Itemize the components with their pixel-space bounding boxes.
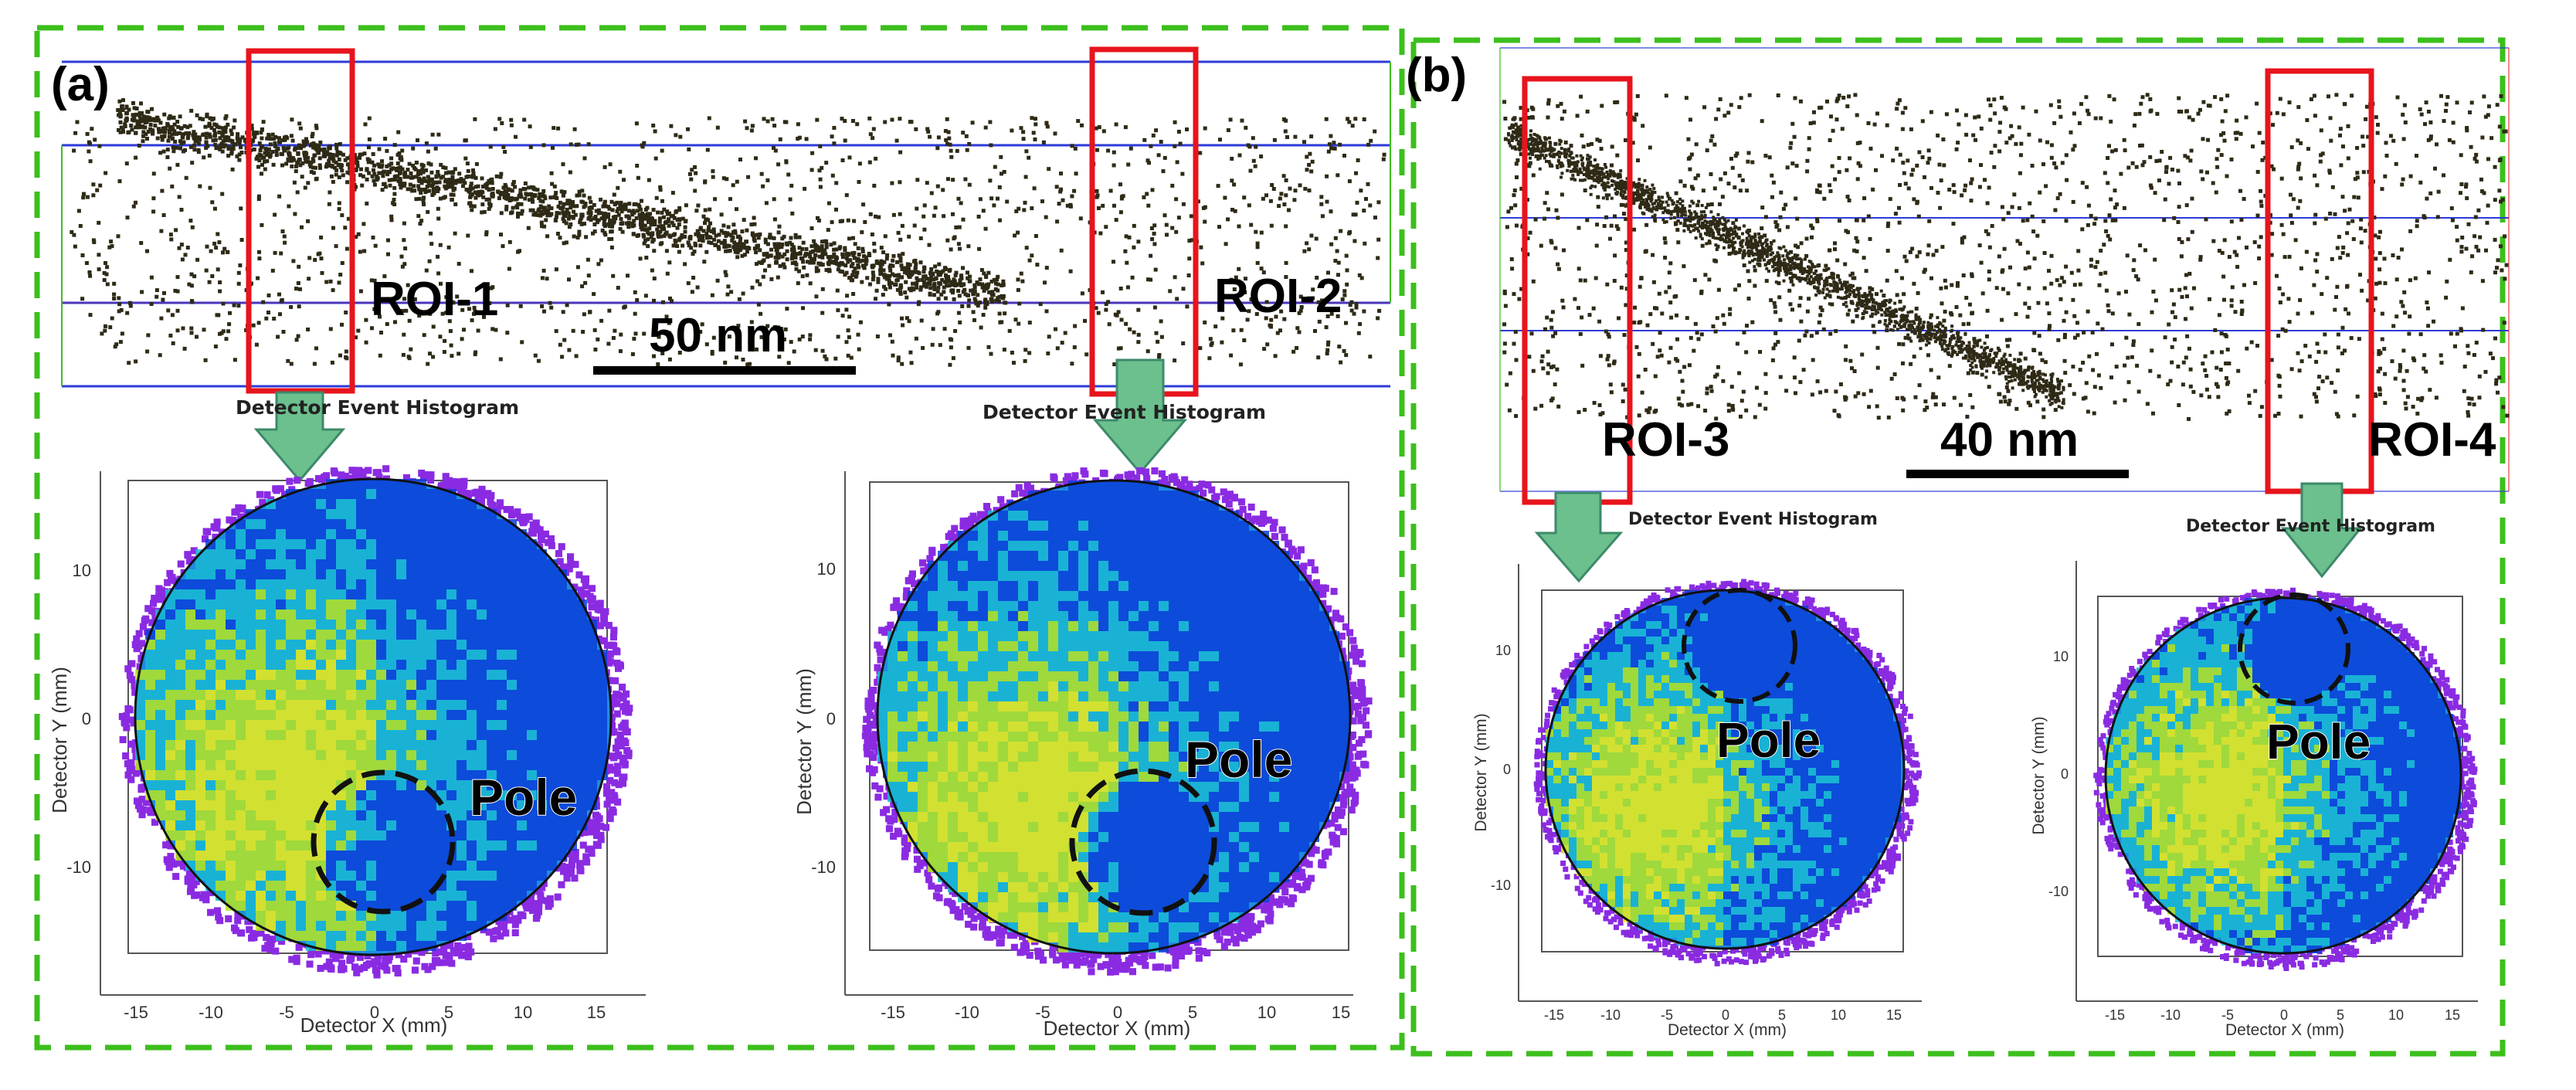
scale-bar-label-a: 50 nm xyxy=(649,309,787,362)
y-axis-label: Detector Y (mm) xyxy=(48,667,71,813)
histogram-roi-3: Detector Event Histogram Pole -15 -10 -5… xyxy=(1472,510,1923,1039)
panel-b-border xyxy=(1410,37,2506,1057)
histogram-roi-1: Detector Event Histogram Pole -15 -10 -5… xyxy=(48,396,646,1037)
histogram-title: Detector Event Histogram xyxy=(2186,517,2435,536)
detector-pixels xyxy=(135,479,607,951)
pole-circle xyxy=(311,769,456,915)
pole-circle xyxy=(1069,768,1217,916)
pole-label: Pole xyxy=(470,769,577,826)
x-axis-label: Detector X (mm) xyxy=(1668,1021,1787,1039)
detector-pixels xyxy=(877,480,1349,952)
roi-2-label: ROI-2 xyxy=(1214,270,1342,323)
histogram-title: Detector Event Histogram xyxy=(983,401,1266,423)
x-axis-label: Detector X (mm) xyxy=(300,1014,448,1037)
detector-edge xyxy=(876,479,1352,955)
atom-cloud-a xyxy=(70,98,1386,367)
x-ticks: -15 -10 -5 0 5 10 15 xyxy=(881,1003,1350,1022)
x-ticks: -15 -10 -5 0 5 10 15 xyxy=(124,1003,606,1022)
pole-label: Pole xyxy=(1716,712,1821,768)
histogram-title: Detector Event Histogram xyxy=(236,396,519,419)
detector-edge xyxy=(1544,589,1906,950)
y-axis-label: Detector Y (mm) xyxy=(1472,713,1490,831)
pole-circle xyxy=(2238,593,2350,705)
roi-2-box xyxy=(1089,46,1199,397)
panel-b-label: (b) xyxy=(1406,49,1467,102)
roi-4-box xyxy=(2265,68,2374,494)
pole-circle xyxy=(1682,588,1797,704)
y-axis-label: Detector Y (mm) xyxy=(792,668,816,815)
scale-bar-label-b: 40 nm xyxy=(1940,413,2079,467)
histogram-roi-4: Detector Event Histogram Pole -15 -10 -5… xyxy=(2030,517,2478,1039)
scale-bar-a xyxy=(593,366,856,375)
roi-1-arrow xyxy=(253,391,346,483)
y-ticks: 10 0 -10 xyxy=(1491,643,1511,893)
pole-label: Pole xyxy=(2266,714,2371,769)
x-axis-label: Detector X (mm) xyxy=(2225,1021,2344,1039)
panel-a-label: (a) xyxy=(51,58,110,111)
detector-edge xyxy=(134,477,613,956)
roi-1-box xyxy=(246,48,355,394)
x-ticks: -15 -10 -5 0 5 10 15 xyxy=(1544,1007,1902,1023)
panel-a: (a) ROI-1 ROI-2 50 nm xyxy=(34,25,1405,1051)
y-ticks: 10 0 -10 xyxy=(2048,649,2069,899)
histogram-title: Detector Event Histogram xyxy=(1628,510,1878,529)
roi-1-label: ROI-1 xyxy=(371,273,498,326)
panel-a-border xyxy=(34,25,1405,1051)
roi-4-label: ROI-4 xyxy=(2368,413,2496,467)
detector-pixels xyxy=(1546,590,1901,946)
scale-bar-b xyxy=(1906,470,2129,478)
roi-3-label: ROI-3 xyxy=(1602,413,1729,467)
y-ticks: 10 0 -10 xyxy=(66,561,91,877)
roi-2-arrow xyxy=(1092,358,1188,475)
histogram-roi-2: Detector Event Histogram Pole -15 -10 -5… xyxy=(792,401,1373,1040)
detector-edge xyxy=(2104,596,2462,955)
roi-4-arrow xyxy=(2280,482,2364,579)
roi-3-arrow xyxy=(1534,491,1624,583)
detector-pixels xyxy=(2106,598,2461,953)
y-ticks: 10 0 -10 xyxy=(811,559,836,877)
panel-b: (b) ROI-3 ROI-4 40 nm xyxy=(1406,37,2510,1057)
pole-label: Pole xyxy=(1185,731,1292,788)
x-ticks: -15 -10 -5 0 5 10 15 xyxy=(2105,1007,2460,1023)
y-axis-label: Detector Y (mm) xyxy=(2030,716,2048,834)
atom-cloud-b xyxy=(1502,93,2510,421)
x-axis-label: Detector X (mm) xyxy=(1044,1017,1191,1040)
